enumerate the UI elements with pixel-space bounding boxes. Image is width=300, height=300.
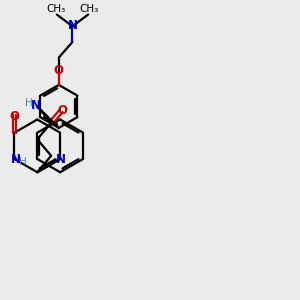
Text: H: H [20, 157, 27, 167]
Text: O: O [10, 110, 20, 123]
Text: O: O [54, 64, 64, 77]
Text: H: H [25, 98, 32, 109]
Text: O: O [57, 104, 67, 117]
Text: CH₃: CH₃ [46, 4, 65, 14]
Text: N: N [68, 19, 77, 32]
Text: N: N [31, 99, 41, 112]
Text: N: N [56, 152, 66, 166]
Text: N: N [11, 152, 20, 166]
Text: CH₃: CH₃ [80, 4, 99, 14]
